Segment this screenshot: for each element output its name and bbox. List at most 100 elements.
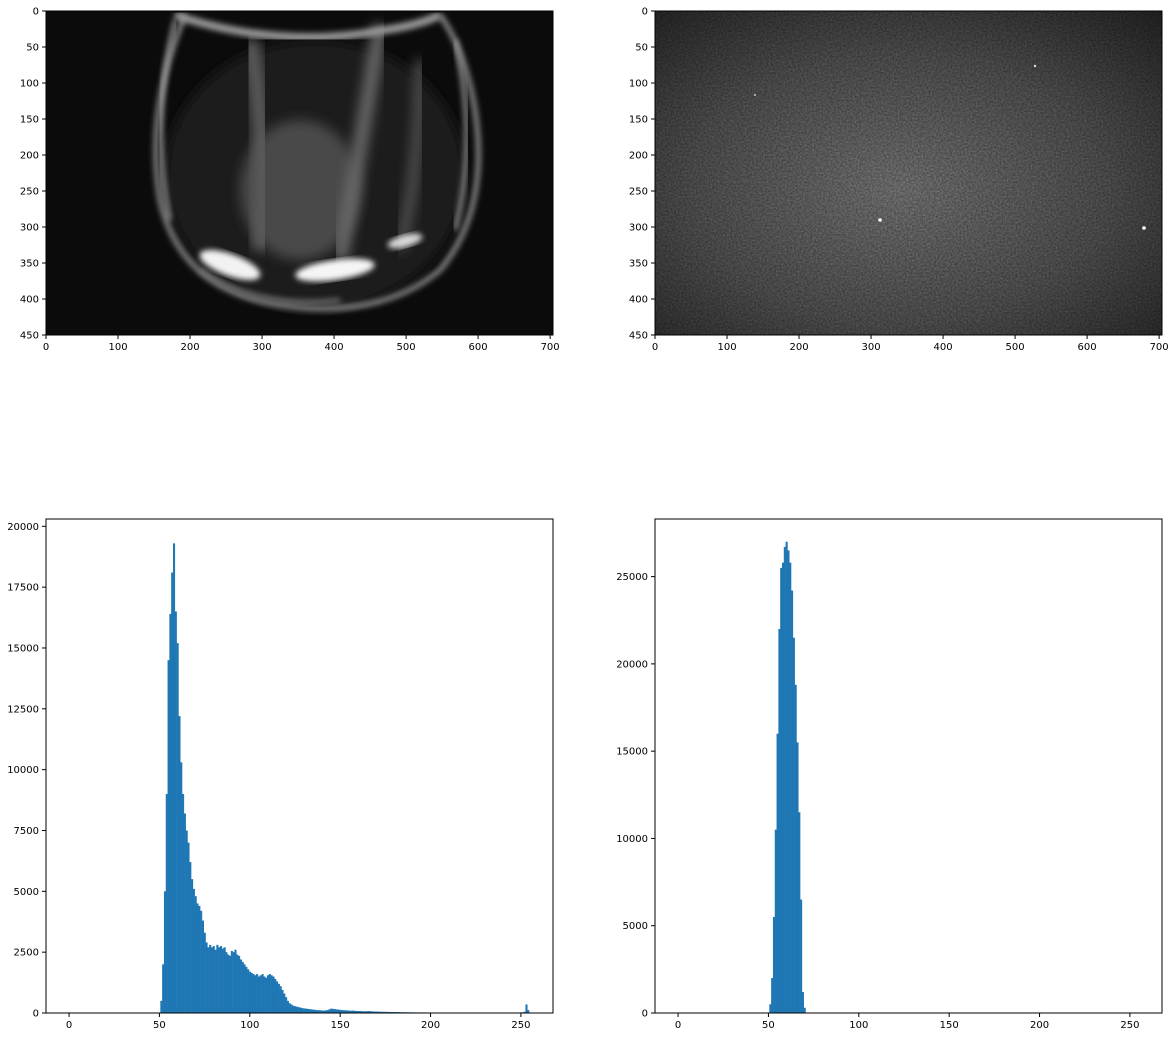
- histogram-bar: [294, 1006, 297, 1013]
- histogram-bar: [216, 944, 219, 1013]
- histogram-bar: [221, 948, 224, 1013]
- y-tick-label: 150: [20, 115, 39, 126]
- x-tick-label: 200: [789, 342, 808, 353]
- y-tick-label: 15000: [616, 747, 648, 758]
- histogram-bar: [771, 978, 774, 1013]
- axes-frame: [654, 10, 1163, 336]
- histogram-bar: [203, 932, 206, 1013]
- y-tick-label: 25000: [616, 572, 648, 583]
- histogram-bar: [163, 891, 167, 1013]
- histogram-bar: [801, 992, 804, 1013]
- histogram-bar: [377, 1011, 380, 1013]
- histogram-bar: [169, 613, 172, 1013]
- y-tick-label: 12500: [7, 704, 39, 715]
- histogram-bar: [227, 954, 230, 1013]
- histogram-bar: [313, 1009, 317, 1013]
- x-tick-label: 250: [511, 1020, 530, 1031]
- histogram-bar: [212, 946, 215, 1013]
- y-tick-label: 450: [20, 331, 39, 342]
- y-tick-label: 300: [20, 223, 39, 234]
- histogram-bar: [256, 974, 259, 1013]
- histogram-bar: [230, 950, 233, 1013]
- histogram-bar: [191, 879, 194, 1013]
- histogram-bar: [328, 1009, 331, 1013]
- histogram-bar: [196, 903, 199, 1013]
- histogram-bar: [223, 947, 226, 1013]
- histogram-bar: [366, 1011, 369, 1013]
- histogram-bar: [792, 637, 795, 1013]
- histogram-bar: [288, 1003, 291, 1013]
- histogram-bar: [248, 971, 251, 1013]
- histogram-left: 0 50 100 150 200 2500250050007500100001250015…: [7, 518, 554, 1031]
- histogram-bar: [187, 842, 190, 1013]
- histogram-bar: [384, 1011, 387, 1013]
- y-tick-label: 100: [629, 79, 648, 90]
- x-tick-label: 50: [153, 1020, 166, 1031]
- histogram-bar: [332, 1008, 335, 1013]
- bar-group: [769, 541, 806, 1013]
- histogram-bar: [315, 1010, 318, 1013]
- histogram-bar: [167, 660, 170, 1013]
- tick-group: 0 50 100 150 200 2500250050007500100001250015…: [7, 522, 530, 1031]
- bar-group: [160, 543, 530, 1013]
- y-tick-label: 200: [629, 151, 648, 162]
- x-tick-label: 300: [862, 342, 881, 353]
- histogram-bar: [285, 997, 288, 1013]
- y-tick-label: 7500: [14, 826, 39, 837]
- histogram-bar: [238, 955, 241, 1013]
- histogram-bar: [357, 1011, 360, 1013]
- y-tick-label: 250: [20, 187, 39, 198]
- histogram-bar: [207, 947, 210, 1013]
- histogram-bar: [185, 830, 188, 1013]
- x-tick-label: 600: [469, 342, 488, 353]
- x-tick-label: 400: [325, 342, 344, 353]
- histogram-bar: [379, 1011, 382, 1013]
- histogram-bar: [194, 896, 197, 1013]
- histogram-bar: [178, 716, 181, 1013]
- histogram-bar: [218, 947, 221, 1013]
- histogram-bar: [308, 1009, 311, 1013]
- histogram-bar: [330, 1008, 333, 1013]
- histogram-bar: [245, 966, 248, 1013]
- histogram-bar: [382, 1011, 385, 1013]
- histogram-bar: [306, 1008, 309, 1013]
- x-tick-label: 500: [1006, 342, 1025, 353]
- histogram-bar: [265, 977, 268, 1013]
- y-tick-label: 20000: [616, 659, 648, 670]
- histogram-bar: [295, 1006, 298, 1013]
- histogram-bar: [351, 1010, 355, 1013]
- histogram-bar: [342, 1010, 345, 1013]
- histogram-bar: [310, 1009, 313, 1013]
- x-tick-label: 700: [541, 342, 560, 353]
- histogram-bar: [525, 1004, 528, 1013]
- histogram-bar: [527, 1010, 530, 1013]
- histogram-bar: [364, 1011, 367, 1013]
- histogram-bar: [183, 813, 186, 1013]
- histogram-bar: [247, 969, 250, 1013]
- histogram-bar: [355, 1010, 358, 1013]
- x-tick-label: 0: [675, 1020, 681, 1031]
- histogram-bar: [232, 952, 235, 1013]
- histogram-bar: [219, 946, 223, 1013]
- histogram-bar: [209, 944, 212, 1013]
- histogram-bar: [297, 1007, 300, 1013]
- histogram-bar: [341, 1010, 344, 1013]
- histogram-bar: [312, 1009, 315, 1013]
- histogram-bar: [800, 899, 803, 1013]
- histogram-bar: [337, 1009, 340, 1013]
- histogram-bar: [368, 1011, 371, 1013]
- histogram-bar: [174, 611, 177, 1013]
- histogram-bar: [789, 562, 792, 1013]
- histogram-bar: [290, 1004, 293, 1013]
- histogram-bar: [205, 942, 208, 1013]
- histogram-bar: [162, 964, 165, 1013]
- y-tick-label: 5000: [14, 887, 39, 898]
- histogram-bar: [798, 812, 801, 1013]
- histogram-bar: [780, 567, 783, 1013]
- histogram-bar: [214, 949, 217, 1013]
- histogram-bar: [333, 1009, 336, 1013]
- histogram-bar: [189, 862, 192, 1013]
- x-tick-label: 100: [849, 1020, 868, 1031]
- histogram-bar: [772, 916, 776, 1013]
- histogram-bar: [803, 1007, 806, 1013]
